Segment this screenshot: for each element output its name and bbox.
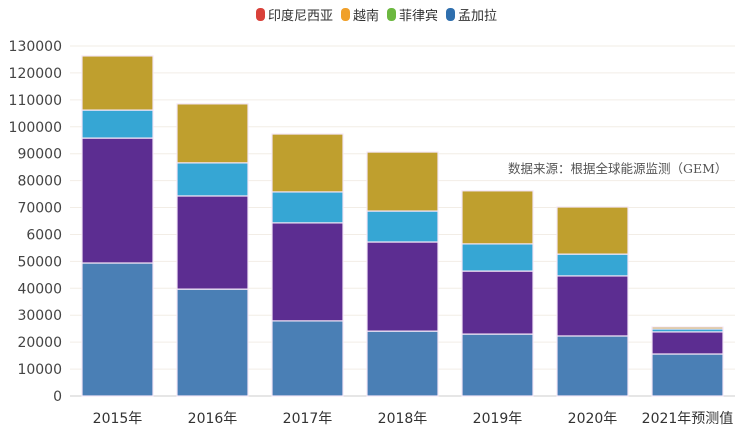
bar-segment-series-1[interactable] xyxy=(176,195,249,290)
legend-item[interactable]: 菲律宾 xyxy=(387,5,438,24)
legend-label: 菲律宾 xyxy=(399,9,439,24)
bar-segment-series-1[interactable] xyxy=(271,222,344,322)
legend-swatch xyxy=(341,8,351,21)
y-tick-label: 50000 xyxy=(17,254,62,270)
y-tick-label: 6000 xyxy=(26,227,62,243)
bar-segment-series-2[interactable] xyxy=(556,253,629,277)
y-tick-label: 40000 xyxy=(17,281,62,297)
bar-segment-series-3[interactable] xyxy=(81,55,154,111)
bar-segment-series-0[interactable] xyxy=(271,320,344,397)
bar-segment-series-0[interactable] xyxy=(176,288,249,397)
y-tick-label: 100000 xyxy=(9,120,62,136)
y-tick-label: 20000 xyxy=(17,335,62,351)
x-tick-label: 2019年 xyxy=(473,411,523,427)
source-annotation: 数据来源：根据全球能源监测（GEM） xyxy=(508,161,728,176)
bar-segment-series-1[interactable] xyxy=(556,275,629,337)
legend-label: 孟加拉 xyxy=(458,9,498,24)
bar-segment-series-0[interactable] xyxy=(366,330,439,397)
bar-segment-series-1[interactable] xyxy=(81,137,154,264)
bar-segment-series-0[interactable] xyxy=(651,353,724,397)
y-tick-label: 120000 xyxy=(9,66,62,82)
y-tick-label: 0 xyxy=(53,389,62,405)
y-tick-label: 10000 xyxy=(17,362,62,378)
bar-segment-series-1[interactable] xyxy=(366,241,439,332)
bar-segment-series-3[interactable] xyxy=(651,326,724,330)
x-tick-label: 2015年 xyxy=(93,411,143,427)
legend-label: 越南 xyxy=(353,9,380,24)
bar-segment-series-3[interactable] xyxy=(461,190,534,245)
bar-segment-series-3[interactable] xyxy=(366,151,439,212)
bar-segment-series-2[interactable] xyxy=(461,243,534,272)
y-tick-label: 110000 xyxy=(9,93,62,109)
legend-label: 印度尼西亚 xyxy=(268,9,334,24)
bar-segment-series-0[interactable] xyxy=(81,262,154,397)
legend-item[interactable]: 越南 xyxy=(341,5,379,24)
x-tick-label: 2021年预测值 xyxy=(642,411,734,427)
bar-segment-series-3[interactable] xyxy=(556,206,629,255)
x-tick-label: 2020年 xyxy=(568,411,618,427)
bar-segment-series-3[interactable] xyxy=(176,103,249,164)
bar-segment-series-2[interactable] xyxy=(366,210,439,243)
bar-segment-series-1[interactable] xyxy=(651,331,724,355)
bar-segment-series-0[interactable] xyxy=(556,335,629,397)
legend-swatch xyxy=(387,8,397,21)
y-tick-label: 30000 xyxy=(17,308,62,324)
legend-swatch xyxy=(446,8,456,21)
y-tick-label: 90000 xyxy=(17,147,62,163)
bar-segment-series-2[interactable] xyxy=(176,162,249,197)
y-tick-label: 130000 xyxy=(9,39,62,55)
x-tick-label: 2018年 xyxy=(378,411,428,427)
y-tick-label: 80000 xyxy=(17,174,62,190)
legend-item[interactable]: 印度尼西亚 xyxy=(256,5,333,24)
bar-segment-series-2[interactable] xyxy=(81,109,154,139)
bar-segment-series-3[interactable] xyxy=(271,133,344,193)
legend-swatch xyxy=(256,8,265,21)
bar-segment-series-0[interactable] xyxy=(461,333,534,397)
legend-item[interactable]: 孟加拉 xyxy=(446,5,497,24)
x-tick-label: 2016年 xyxy=(188,411,238,427)
legend: 印度尼西亚 越南 菲律宾 孟加拉 xyxy=(256,5,497,24)
bar-segment-series-1[interactable] xyxy=(461,270,534,335)
x-tick-label: 2017年 xyxy=(283,411,333,427)
y-tick-label: 70000 xyxy=(17,201,62,217)
bar-segment-series-2[interactable] xyxy=(271,191,344,224)
